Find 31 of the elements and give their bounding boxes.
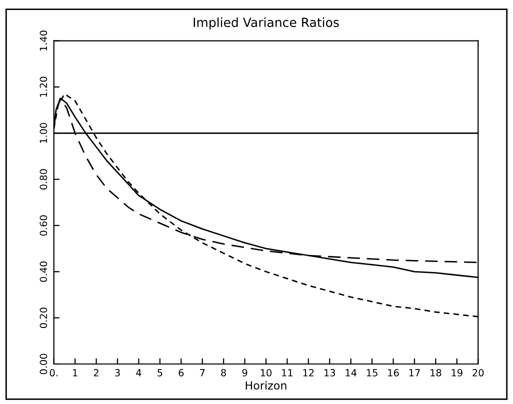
y-tick-label: 0.60: [40, 215, 48, 236]
x-tick-label: 18: [430, 369, 442, 376]
x-tick-label: 9: [242, 369, 248, 376]
x-tick-label: 12: [303, 369, 314, 376]
y-tick-label: 1.40: [40, 30, 48, 51]
y-tick-label: 0.00: [40, 354, 48, 374]
x-tick-label: 13: [324, 369, 336, 376]
x-tick-label: 3: [115, 369, 120, 376]
chart-title: Implied Variance Ratios: [194, 17, 339, 30]
x-tick-label: 7: [200, 369, 205, 376]
x-tick-label: 5: [158, 369, 162, 376]
x-tick-label: 8: [221, 369, 226, 376]
x-tick-label: 2: [94, 369, 98, 376]
x-tick-label: 6: [178, 369, 184, 376]
y-tick-label: 0.80: [40, 169, 48, 190]
x-tick-label: 16: [388, 369, 399, 376]
y-tick-label: 0.40: [40, 261, 48, 282]
y-tick-label: 1.00: [40, 122, 48, 143]
x-tick-label: 14: [346, 369, 356, 376]
x-tick-label: 17: [409, 369, 420, 376]
x-tick-label: 1: [73, 369, 78, 376]
y-tick-label: 0.20: [40, 308, 48, 328]
x-tick-label: 20: [472, 369, 484, 376]
x-tick-label: 4: [136, 369, 142, 376]
x-tick-label: 11: [282, 369, 292, 376]
x-tick-label: 10: [260, 369, 272, 376]
x-axis-title: Horizon: [246, 381, 286, 390]
y-tick-label: 1.20: [40, 76, 48, 97]
x-tick-label: 15: [366, 369, 378, 376]
x-tick-label: 0.: [50, 369, 58, 376]
x-tick-label: 19: [452, 369, 462, 376]
